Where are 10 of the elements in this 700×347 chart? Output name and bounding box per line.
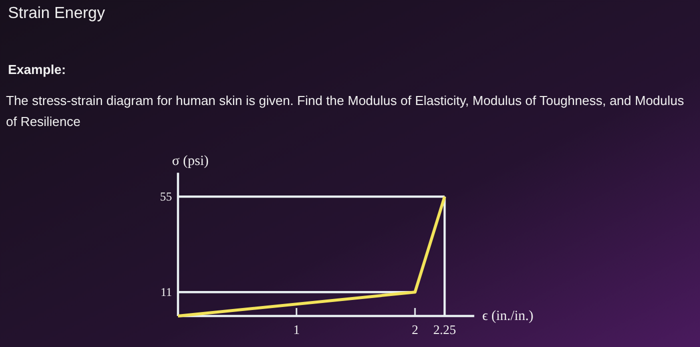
x-axis-title: ϵ (in./in.) (482, 309, 534, 324)
x-tick-label: 2 (412, 322, 418, 337)
chart-title: Strain Energy (8, 5, 105, 22)
text: The stress-strain diagram for human skin is given. Find the Modulus of Elasticity, Modulus of Toughness, and Modulus of Resilience (6, 92, 686, 131)
y-axis-title: σ (psi) (172, 154, 210, 169)
y-tick-label: 55 (160, 190, 172, 204)
x-tick-label: 2.25 (433, 322, 456, 337)
text: Example: (8, 62, 66, 77)
x-tick-label: 1 (293, 322, 300, 337)
y-tick-label: 11 (160, 285, 172, 300)
